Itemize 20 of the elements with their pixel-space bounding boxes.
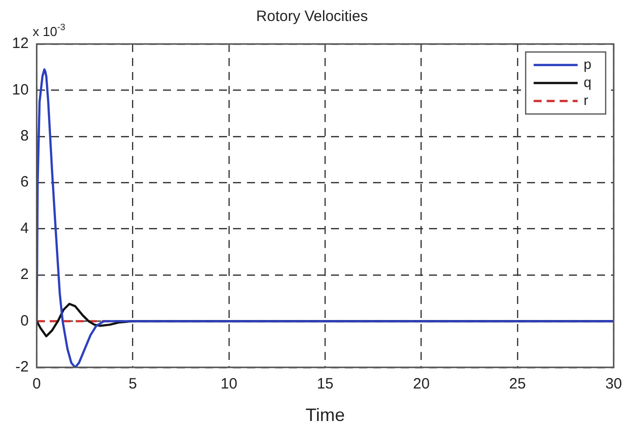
- y-tick-label: 0: [20, 312, 29, 330]
- x-tick-label: 5: [128, 376, 138, 393]
- y-tick-label: 12: [12, 35, 29, 52]
- x-tick-label: 30: [605, 376, 622, 393]
- x-tick-label: 15: [316, 376, 334, 393]
- x-tick-label: 10: [220, 376, 238, 393]
- y-tick-label: -2: [15, 358, 29, 376]
- y-tick-label: 10: [12, 81, 29, 98]
- y-tick-label: 4: [20, 220, 29, 237]
- legend-label: r: [584, 92, 589, 108]
- legend-label: p: [584, 56, 592, 72]
- x-tick-label: 0: [32, 376, 41, 393]
- legend-label: q: [584, 74, 592, 90]
- x-tick-label: 20: [412, 376, 430, 393]
- y-tick-label: 6: [20, 174, 29, 191]
- y-tick-label: 8: [20, 128, 29, 145]
- chart-title: Rotory Velocities: [256, 8, 368, 26]
- y-tick-label: 2: [20, 266, 29, 284]
- x-tick-label: 25: [509, 376, 526, 393]
- x-axis-title: Time: [306, 405, 345, 426]
